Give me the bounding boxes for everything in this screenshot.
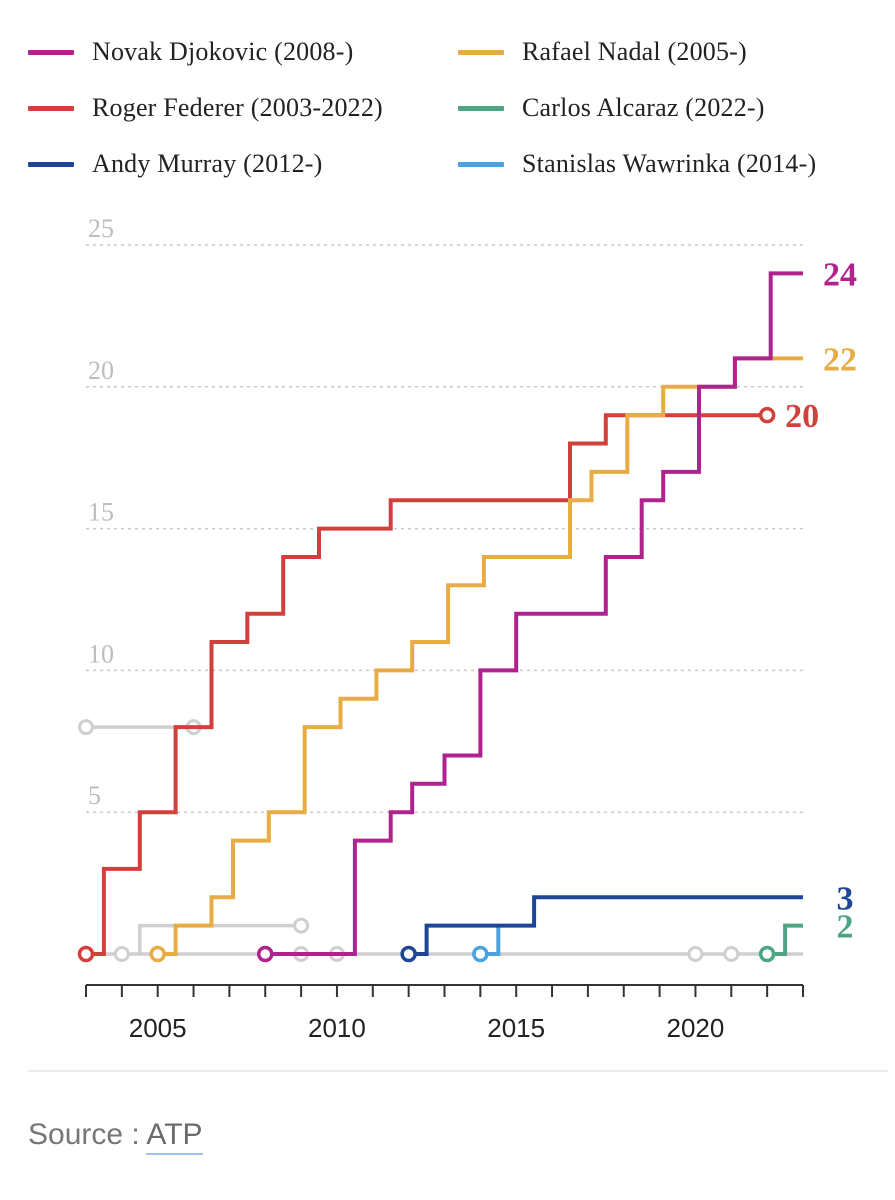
- other-player-marker: [78, 719, 94, 736]
- series-start-marker-wawrinka: [472, 945, 489, 963]
- other-player-marker: [723, 946, 740, 962]
- series-start-marker-djokovic: [257, 945, 274, 963]
- y-tick-label: 5: [88, 781, 101, 810]
- legend-label: Andy Murray (2012-): [92, 149, 323, 178]
- series-start-marker-alcaraz: [758, 945, 776, 963]
- y-tick-label: 15: [88, 498, 114, 527]
- x-tick-label: 2010: [308, 1013, 366, 1043]
- x-tick-label: 2005: [129, 1013, 187, 1043]
- end-label-alcaraz: 2: [837, 909, 854, 946]
- series-line-murray: [408, 895, 803, 956]
- legend-swatch-federer: [28, 105, 74, 111]
- other-player-line: [138, 923, 302, 954]
- series-start-marker-murray: [400, 945, 417, 963]
- series-line-federer: [86, 413, 768, 956]
- series-line-alcaraz: [767, 923, 803, 956]
- end-label-federer: 20: [785, 398, 819, 435]
- footer-divider: [28, 1070, 888, 1072]
- series-start-marker-federer: [77, 945, 95, 963]
- legend-item-nadal: Rafael Nadal (2005-): [458, 32, 747, 72]
- legend-swatch-wawrinka: [458, 161, 504, 167]
- x-tick-label: 2015: [487, 1013, 545, 1043]
- series-line-djokovic: [265, 271, 803, 956]
- series-end-marker-federer: [758, 406, 776, 424]
- y-tick-label: 10: [88, 639, 114, 668]
- x-tick-label: 2020: [667, 1013, 725, 1043]
- y-tick-label: 25: [88, 214, 114, 243]
- legend-swatch-murray: [28, 161, 74, 167]
- end-label-murray: 3: [837, 880, 854, 917]
- legend-label: Roger Federer (2003-2022): [92, 93, 383, 122]
- source-prefix: Source :: [28, 1118, 147, 1151]
- legend-item-murray: Andy Murray (2012-): [28, 144, 323, 184]
- end-label-nadal: 22: [823, 341, 857, 378]
- legend-item-djokovic: Novak Djokovic (2008-): [28, 32, 353, 72]
- legend-label: Stanislas Wawrinka (2014-): [522, 149, 817, 178]
- legend-item-alcaraz: Carlos Alcaraz (2022-): [458, 88, 765, 128]
- legend-label: Novak Djokovic (2008-): [92, 37, 354, 66]
- legend-label: Carlos Alcaraz (2022-): [522, 93, 765, 122]
- legend-swatch-nadal: [458, 49, 504, 55]
- source-link[interactable]: ATP: [146, 1118, 203, 1155]
- other-player-marker: [687, 946, 704, 962]
- legend-item-wawrinka: Stanislas Wawrinka (2014-): [458, 144, 816, 184]
- legend-swatch-djokovic: [28, 49, 74, 55]
- legend-swatch-alcaraz: [458, 105, 504, 111]
- other-player-marker: [113, 946, 130, 962]
- end-label-djokovic: 24: [823, 256, 857, 293]
- legend-item-federer: Roger Federer (2003-2022): [28, 88, 383, 128]
- legend-label: Rafael Nadal (2005-): [522, 37, 747, 66]
- source-note: Source : ATP: [28, 1118, 203, 1155]
- series-start-marker-nadal: [149, 945, 166, 963]
- other-player-marker: [293, 917, 310, 934]
- y-tick-label: 20: [88, 356, 114, 385]
- series-line-nadal: [157, 356, 803, 956]
